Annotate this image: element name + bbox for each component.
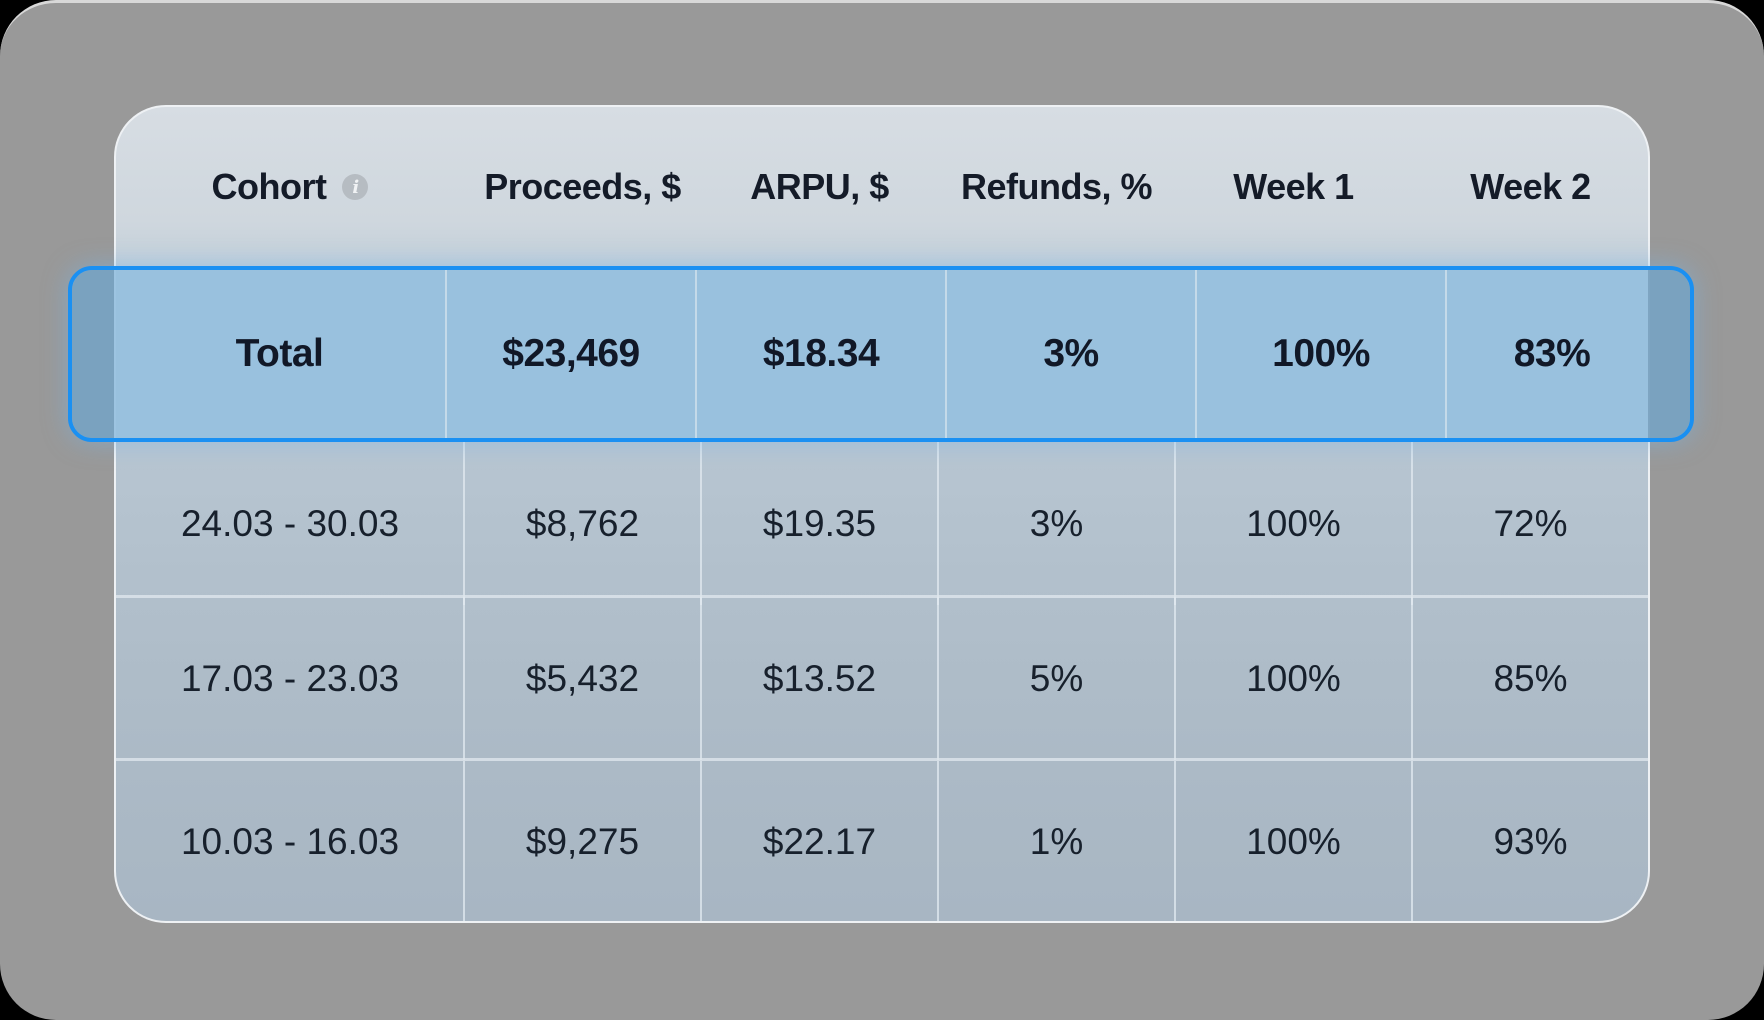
column-header-label: Week 1 xyxy=(1233,166,1354,207)
total-row-right-overhang xyxy=(1648,270,1690,438)
cell-cohort: 24.03 - 30.03 xyxy=(180,502,400,544)
cell-refunds: 5% xyxy=(1029,657,1084,699)
column-divider xyxy=(700,761,702,921)
total-cell-proceeds: $23,469 xyxy=(502,332,640,375)
column-header-cohort[interactable]: Cohort i xyxy=(116,107,464,267)
cell-week2: 85% xyxy=(1493,657,1568,699)
column-divider xyxy=(1174,442,1176,605)
column-divider xyxy=(937,442,939,605)
table-row[interactable]: 10.03 - 16.03 $9,275 $22.17 1% 100% 93% xyxy=(116,761,1648,921)
total-cell-refunds: 3% xyxy=(1043,332,1099,375)
column-divider xyxy=(463,442,465,605)
column-header-label: Week 2 xyxy=(1470,166,1591,207)
column-header-week2[interactable]: Week 2 xyxy=(1412,107,1648,267)
cell-refunds: 3% xyxy=(1029,502,1084,544)
column-divider xyxy=(700,597,702,760)
cell-cohort: 17.03 - 23.03 xyxy=(180,657,400,699)
total-cell-week1: 100% xyxy=(1272,332,1370,375)
total-row-left-overhang xyxy=(72,270,114,438)
column-divider xyxy=(1174,761,1176,921)
column-divider xyxy=(937,761,939,921)
row-divider xyxy=(116,595,1648,598)
cell-proceeds: $9,275 xyxy=(525,821,640,862)
cell-week1: 100% xyxy=(1246,821,1341,862)
table-row[interactable]: 24.03 - 30.03 $8,762 $19.35 3% 100% 72% xyxy=(116,442,1648,605)
cell-cohort: 10.03 - 16.03 xyxy=(180,821,400,862)
column-divider xyxy=(445,270,447,438)
column-header-arpu[interactable]: ARPU, $ xyxy=(701,107,938,267)
column-divider xyxy=(700,442,702,605)
column-divider xyxy=(1411,597,1413,760)
column-header-label: ARPU, $ xyxy=(750,166,889,207)
column-divider xyxy=(463,761,465,921)
column-divider xyxy=(937,597,939,760)
total-cell-week2: 83% xyxy=(1513,332,1591,375)
table-header: Cohort i Proceeds, $ ARPU, $ Refunds, % … xyxy=(116,107,1648,267)
cell-refunds: 1% xyxy=(1029,821,1084,862)
column-header-week1[interactable]: Week 1 xyxy=(1175,107,1412,267)
cell-week1: 100% xyxy=(1246,502,1341,544)
column-divider xyxy=(695,270,697,438)
row-divider xyxy=(116,758,1648,761)
column-divider xyxy=(1411,761,1413,921)
cohort-table-card: Cohort i Proceeds, $ ARPU, $ Refunds, % … xyxy=(114,105,1650,923)
cell-week2: 72% xyxy=(1493,502,1568,544)
column-divider xyxy=(463,597,465,760)
column-header-refunds[interactable]: Refunds, % xyxy=(938,107,1175,267)
cell-week2: 93% xyxy=(1493,821,1568,862)
total-row[interactable]: Total $23,469 $18.34 3% 100% 83% xyxy=(68,266,1694,442)
cell-arpu: $19.35 xyxy=(762,502,877,544)
column-header-label: Cohort xyxy=(211,166,327,207)
cell-week1: 100% xyxy=(1246,657,1341,699)
column-header-label: Proceeds, $ xyxy=(484,166,681,207)
total-cell-arpu: $18.34 xyxy=(762,332,880,375)
column-divider xyxy=(1174,597,1176,760)
column-divider xyxy=(1445,270,1447,438)
table-row[interactable]: 17.03 - 23.03 $5,432 $13.52 5% 100% 85% xyxy=(116,597,1648,760)
cell-arpu: $13.52 xyxy=(762,657,877,699)
info-icon[interactable]: i xyxy=(342,174,369,200)
total-cell-cohort: Total xyxy=(235,332,324,375)
column-header-label: Refunds, % xyxy=(960,166,1153,207)
cell-proceeds: $8,762 xyxy=(525,502,640,544)
cell-proceeds: $5,432 xyxy=(525,657,640,699)
column-divider xyxy=(1411,442,1413,605)
column-divider xyxy=(1195,270,1197,438)
cell-arpu: $22.17 xyxy=(762,821,877,862)
column-header-proceeds[interactable]: Proceeds, $ xyxy=(464,107,701,267)
column-divider xyxy=(945,270,947,438)
